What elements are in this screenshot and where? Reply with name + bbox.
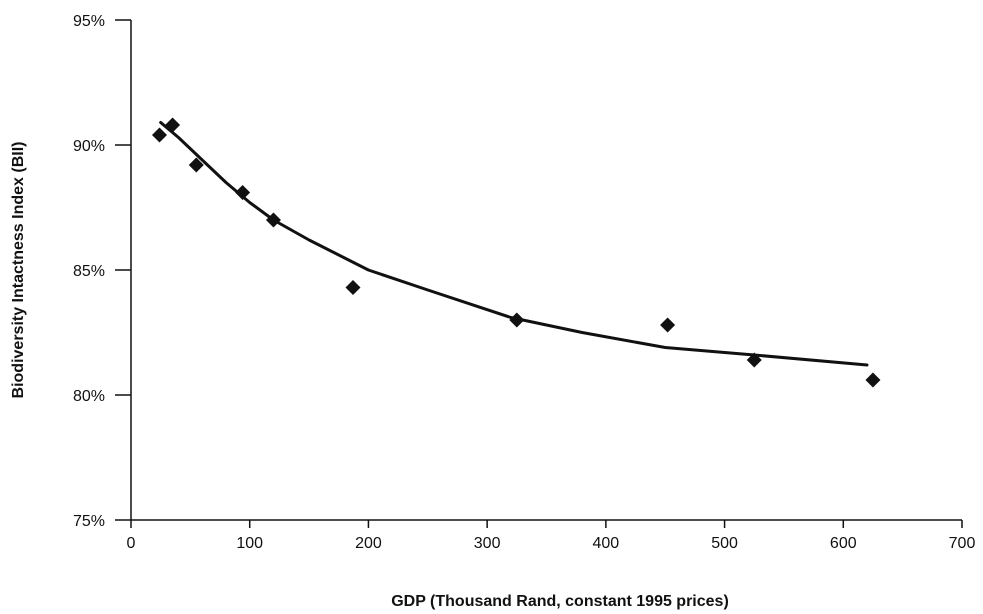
trend-layer <box>159 121 869 367</box>
points-layer <box>151 117 881 388</box>
data-point-diamond <box>235 185 251 200</box>
data-point-diamond <box>509 312 525 328</box>
x-tick-label: 400 <box>593 535 620 552</box>
data-point-diamond <box>165 117 181 133</box>
x-tick-label: 100 <box>236 535 263 552</box>
trend-line <box>159 121 869 367</box>
y-tick-label: 90% <box>73 138 105 155</box>
x-tick-label: 700 <box>949 535 976 552</box>
x-tick-label: 200 <box>355 535 382 552</box>
x-tick-label: 500 <box>711 535 738 552</box>
data-point-diamond <box>265 212 281 228</box>
data-point-diamond <box>746 352 762 368</box>
x-tick-label: 0 <box>127 535 136 552</box>
x-axis-title: GDP (Thousand Rand, constant 1995 prices… <box>391 593 729 610</box>
y-tick-label: 95% <box>73 13 105 30</box>
data-point-diamond <box>151 127 167 143</box>
data-point-diamond <box>865 372 881 388</box>
axes-layer: 0 100 200 300 400 500 600 700 75% 80% 85% 90% 95% <box>73 13 975 552</box>
data-point-diamond <box>660 317 676 333</box>
y-tick-label: 75% <box>73 513 105 530</box>
data-point-diamond <box>345 280 361 295</box>
y-tick-label: 80% <box>73 388 105 405</box>
data-point-diamond <box>188 157 204 173</box>
x-tick-label: 300 <box>474 535 501 552</box>
y-tick-label: 85% <box>73 263 105 280</box>
x-tick-label: 600 <box>830 535 857 552</box>
y-axis-title: Biodiversity Intactness Index (BII) <box>10 142 27 399</box>
